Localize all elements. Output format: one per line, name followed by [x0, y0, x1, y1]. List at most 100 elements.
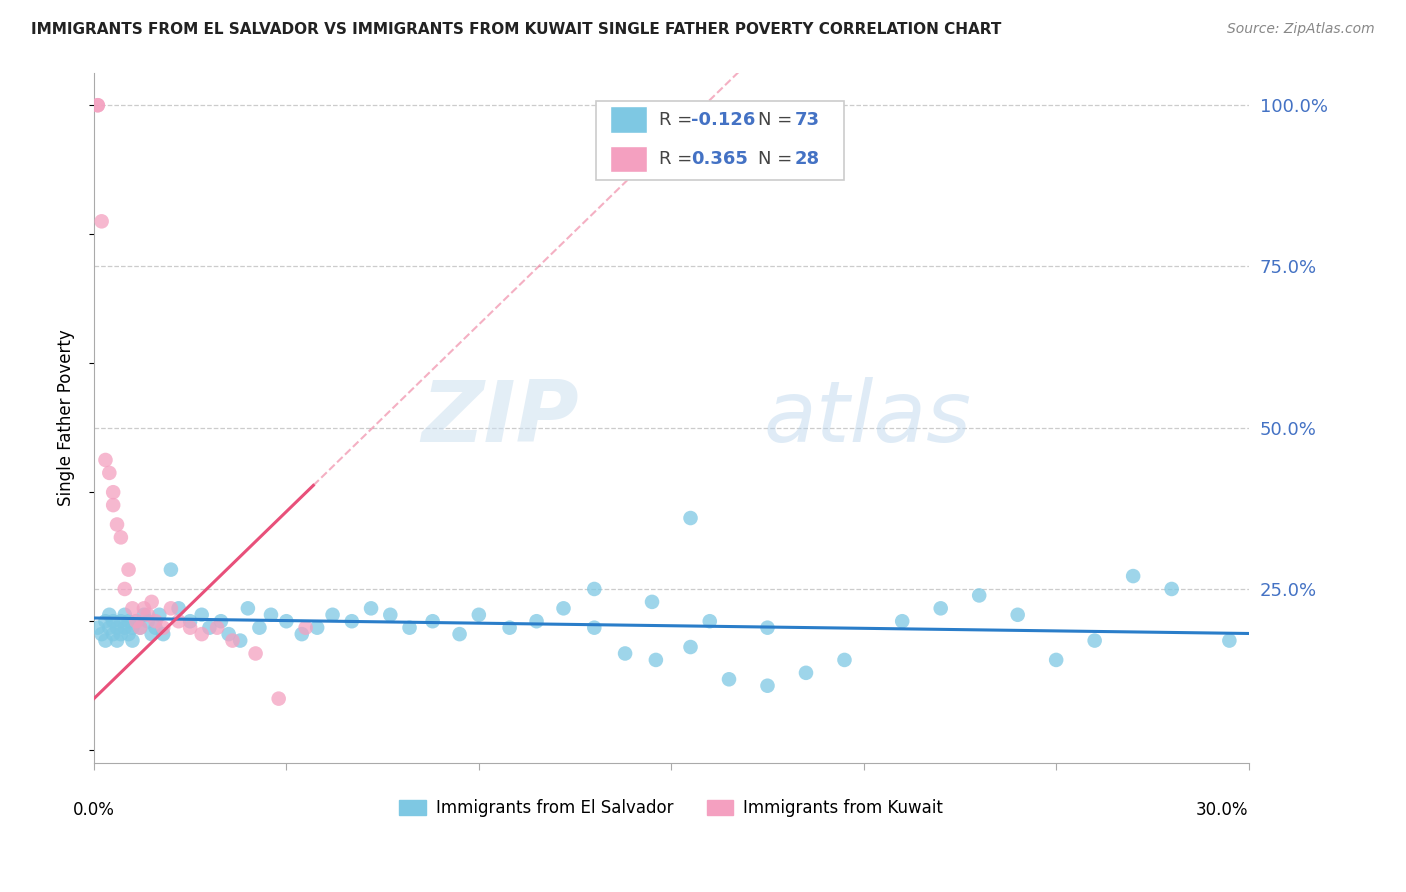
Point [209, 614, 232, 628]
Point [190, 627, 212, 641]
Point [679, 511, 702, 525]
Point [553, 601, 575, 615]
Point [236, 601, 259, 615]
Point [498, 621, 520, 635]
Point [125, 614, 148, 628]
FancyBboxPatch shape [610, 106, 647, 133]
Text: -0.126: -0.126 [690, 111, 755, 128]
Point [526, 614, 548, 628]
Point [398, 621, 420, 635]
Point [167, 601, 190, 615]
Point [94, 633, 117, 648]
Point [105, 621, 128, 635]
Point [152, 621, 174, 635]
Point [94, 614, 117, 628]
Point [260, 607, 283, 622]
Point [160, 601, 183, 615]
Point [136, 614, 159, 628]
Point [121, 621, 143, 635]
Point [1045, 653, 1067, 667]
Point [110, 530, 132, 544]
Text: R =: R = [658, 111, 697, 128]
Point [218, 627, 240, 641]
Point [190, 607, 212, 622]
Point [121, 601, 143, 615]
Point [340, 614, 363, 628]
Point [245, 647, 267, 661]
Point [117, 563, 139, 577]
Point [291, 627, 314, 641]
Point [167, 614, 190, 628]
Point [1160, 582, 1182, 596]
Point [114, 582, 136, 596]
Point [110, 627, 132, 641]
Point [101, 627, 124, 641]
Point [94, 453, 117, 467]
Point [583, 621, 606, 635]
Point [1007, 607, 1029, 622]
Point [98, 607, 121, 622]
Point [160, 563, 183, 577]
Point [141, 595, 163, 609]
Point [276, 614, 298, 628]
Point [145, 621, 167, 635]
Point [756, 679, 779, 693]
Point [360, 601, 382, 615]
Point [87, 621, 110, 635]
Point [148, 607, 170, 622]
Point [87, 98, 110, 112]
Point [699, 614, 721, 628]
Point [449, 627, 471, 641]
Text: 0.0%: 0.0% [73, 801, 115, 819]
Point [136, 607, 159, 622]
Point [105, 517, 128, 532]
Point [114, 607, 136, 622]
Point [125, 614, 148, 628]
Point [101, 498, 124, 512]
Point [110, 614, 132, 628]
Point [114, 621, 136, 635]
Point [641, 595, 664, 609]
Point [198, 621, 221, 635]
Y-axis label: Single Father Poverty: Single Father Poverty [58, 330, 75, 507]
Point [152, 627, 174, 641]
Point [145, 614, 167, 628]
Point [205, 621, 228, 635]
Text: Source: ZipAtlas.com: Source: ZipAtlas.com [1227, 22, 1375, 37]
Point [756, 621, 779, 635]
Point [380, 607, 402, 622]
Point [129, 621, 152, 635]
Text: 0.365: 0.365 [690, 150, 748, 169]
Text: 30.0%: 30.0% [1197, 801, 1249, 819]
Point [90, 214, 112, 228]
Point [141, 627, 163, 641]
Text: IMMIGRANTS FROM EL SALVADOR VS IMMIGRANTS FROM KUWAIT SINGLE FATHER POVERTY CORR: IMMIGRANTS FROM EL SALVADOR VS IMMIGRANT… [31, 22, 1001, 37]
Text: ZIP: ZIP [422, 376, 579, 459]
Point [132, 601, 155, 615]
Text: 73: 73 [794, 111, 820, 128]
Legend: Immigrants from El Salvador, Immigrants from Kuwait: Immigrants from El Salvador, Immigrants … [392, 792, 950, 824]
Point [105, 633, 128, 648]
Text: R =: R = [658, 150, 697, 169]
Point [307, 621, 329, 635]
Point [967, 589, 990, 603]
Point [179, 621, 201, 635]
Point [229, 633, 252, 648]
Point [644, 653, 666, 667]
Point [267, 691, 290, 706]
Point [717, 673, 740, 687]
Point [90, 627, 112, 641]
Text: atlas: atlas [763, 376, 972, 459]
Point [1122, 569, 1144, 583]
FancyBboxPatch shape [596, 101, 845, 180]
Point [121, 633, 143, 648]
Point [794, 665, 817, 680]
Point [98, 466, 121, 480]
Point [98, 621, 121, 635]
Point [117, 614, 139, 628]
Point [468, 607, 491, 622]
Text: 28: 28 [794, 150, 820, 169]
Point [834, 653, 856, 667]
Point [117, 627, 139, 641]
Text: N =: N = [758, 150, 797, 169]
